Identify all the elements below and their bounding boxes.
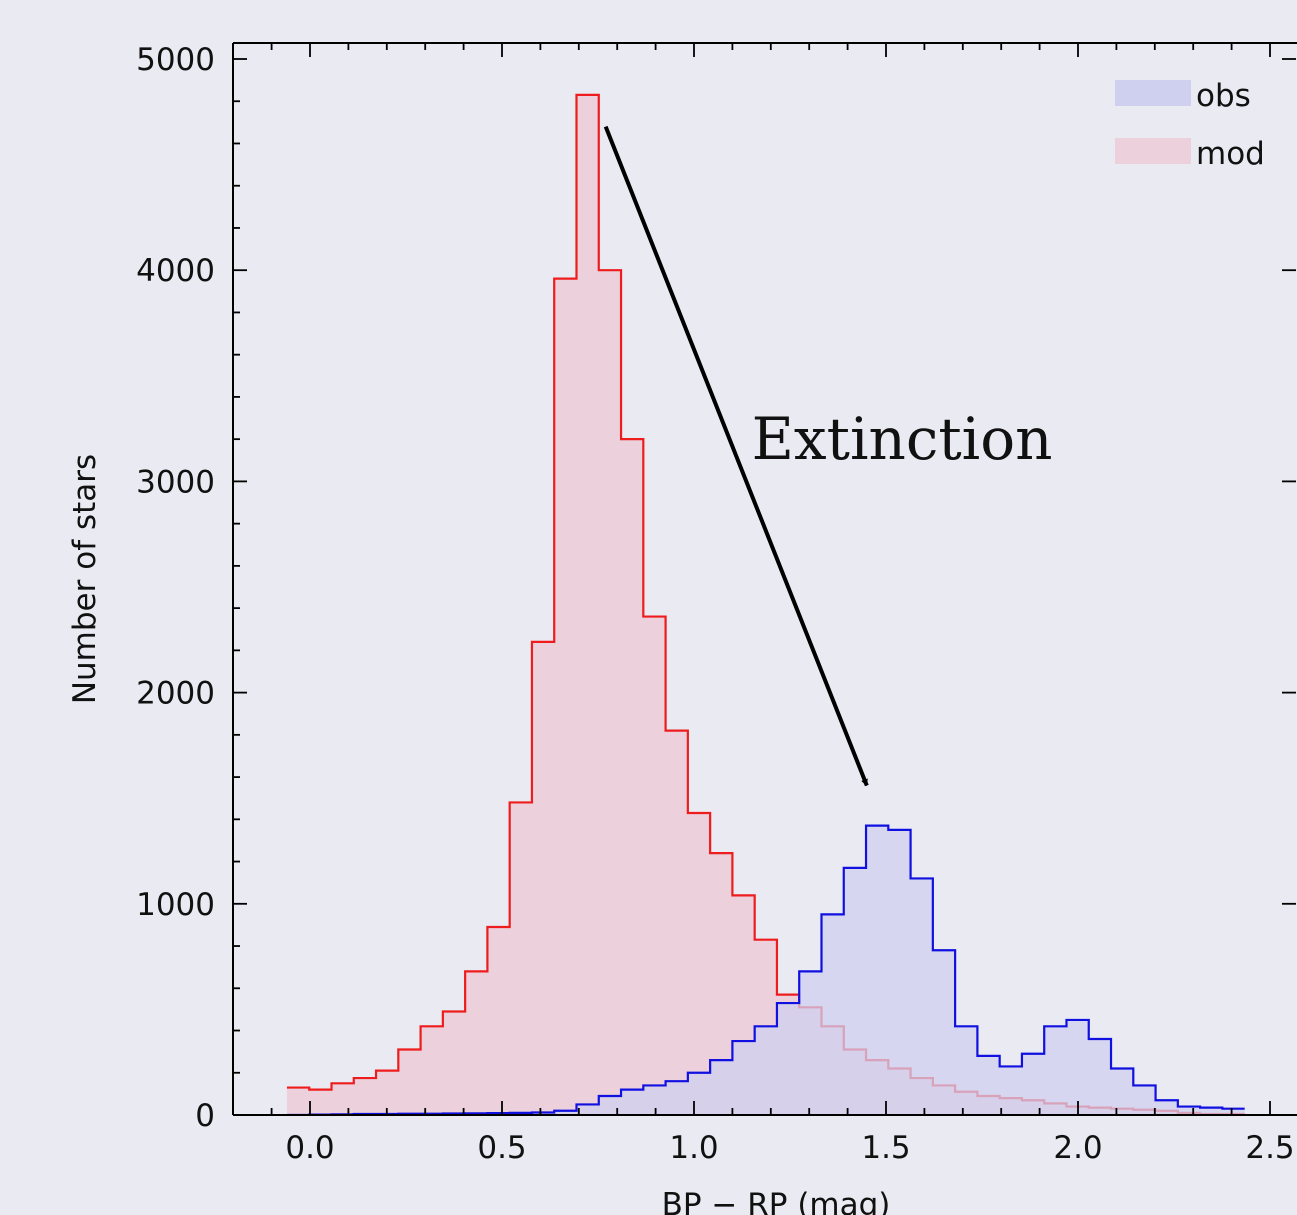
legend-label-mod: mod xyxy=(1196,136,1265,172)
bin-obs-41 xyxy=(1200,1108,1222,1115)
x-tick-label: 1.5 xyxy=(861,1130,910,1166)
bin-obs-35 xyxy=(1066,1020,1088,1115)
bin-obs-32 xyxy=(1000,1066,1022,1115)
bin-obs-20 xyxy=(732,1041,754,1115)
legend-swatch-obs xyxy=(1115,80,1191,106)
y-tick-label: 3000 xyxy=(136,464,215,500)
bin-obs-34 xyxy=(1044,1026,1066,1115)
x-tick-label: 2.0 xyxy=(1053,1130,1102,1166)
bin-obs-36 xyxy=(1089,1039,1111,1115)
bin-obs-23 xyxy=(799,971,821,1115)
bin-obs-39 xyxy=(1156,1100,1178,1115)
bin-obs-17 xyxy=(666,1081,688,1115)
x-tick-label: 1.0 xyxy=(669,1130,718,1166)
bin-obs-24 xyxy=(821,914,843,1115)
x-tick-label: 2.5 xyxy=(1245,1130,1294,1166)
bin-mod-10 xyxy=(510,802,532,1115)
bin-mod-1 xyxy=(309,1090,331,1115)
bin-mod-16 xyxy=(643,617,665,1115)
x-tick-label: 0.0 xyxy=(285,1130,334,1166)
bin-obs-31 xyxy=(977,1056,999,1115)
bin-mod-12 xyxy=(554,279,576,1115)
bin-obs-26 xyxy=(866,826,888,1115)
bin-obs-33 xyxy=(1022,1054,1044,1115)
annotation-layer: Extinction xyxy=(603,125,1053,787)
bin-obs-30 xyxy=(955,1026,977,1115)
bin-mod-15 xyxy=(621,439,643,1115)
series-obs-step xyxy=(286,824,1245,1115)
bin-obs-21 xyxy=(755,1026,777,1115)
bin-mod-13 xyxy=(576,95,598,1115)
bin-mod-5 xyxy=(398,1050,420,1115)
y-tick-label: 4000 xyxy=(136,253,215,289)
x-tick-label: 0.5 xyxy=(477,1130,526,1166)
x-axis-label: BP − RP (mag) xyxy=(662,1187,891,1215)
extinction-label: Extinction xyxy=(752,405,1053,473)
bin-obs-37 xyxy=(1111,1069,1133,1115)
bin-obs-19 xyxy=(710,1060,732,1115)
y-tick-label: 0 xyxy=(195,1098,215,1134)
bin-mod-18 xyxy=(688,813,710,1115)
bin-mod-6 xyxy=(421,1026,443,1115)
y-axis-label: Number of stars xyxy=(67,454,103,704)
y-tick-label: 2000 xyxy=(136,676,215,712)
bin-mod-9 xyxy=(487,927,509,1115)
legend: obs mod xyxy=(1115,78,1265,172)
bin-obs-13 xyxy=(576,1104,598,1115)
bin-obs-18 xyxy=(688,1073,710,1115)
legend-label-obs: obs xyxy=(1196,78,1251,114)
bin-obs-27 xyxy=(888,830,910,1115)
y-tick-label: 1000 xyxy=(136,887,215,923)
series-layer xyxy=(286,93,1245,1115)
bin-mod-2 xyxy=(332,1083,354,1115)
bin-mod-7 xyxy=(443,1012,465,1115)
bin-obs-15 xyxy=(621,1090,643,1115)
bin-mod-14 xyxy=(599,270,621,1115)
axis-labels: Number of stars BP − RP (mag) xyxy=(67,454,890,1215)
legend-swatch-mod xyxy=(1115,138,1191,164)
bin-obs-38 xyxy=(1133,1085,1155,1115)
series-mod-fill xyxy=(286,94,1245,1115)
bin-mod-17 xyxy=(666,731,688,1115)
bin-obs-16 xyxy=(643,1085,665,1115)
axes-layer: 0.0 0.5 1.0 1.5 2.0 2.5 0 1000 2000 3000 4000 5000 xyxy=(136,42,1297,1166)
bin-obs-40 xyxy=(1178,1107,1200,1115)
bin-obs-25 xyxy=(844,868,866,1115)
bin-mod-11 xyxy=(532,642,554,1115)
extinction-arrow xyxy=(603,125,869,787)
y-tick-label: 5000 xyxy=(136,42,215,78)
bin-mod-3 xyxy=(354,1078,376,1115)
bin-mod-0 xyxy=(287,1088,309,1115)
bin-obs-29 xyxy=(933,950,955,1115)
bin-mod-8 xyxy=(465,971,487,1115)
bin-obs-28 xyxy=(911,878,933,1115)
bin-obs-22 xyxy=(777,1003,799,1115)
